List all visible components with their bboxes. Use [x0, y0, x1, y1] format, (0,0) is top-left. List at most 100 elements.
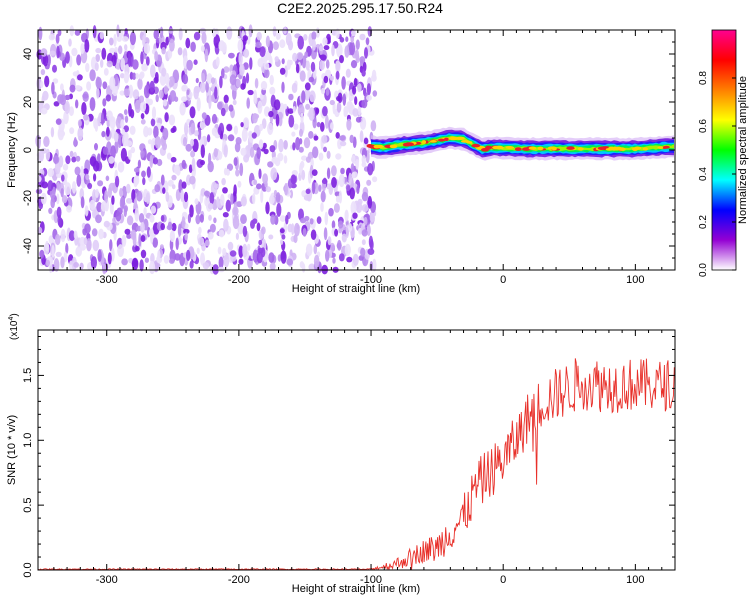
noise-blob [344, 209, 349, 222]
spectrogram-frame [37, 29, 676, 271]
noise-blob [284, 65, 288, 78]
spectrogram-y-tick-label: 40 [22, 48, 34, 60]
noise-blob [92, 25, 97, 39]
noise-blob [295, 137, 301, 151]
noise-blob [211, 82, 215, 93]
noise-blob [149, 154, 153, 168]
noise-blob [146, 166, 151, 178]
noise-blob [110, 247, 115, 262]
noise-blob [75, 99, 79, 109]
noise-blob [194, 198, 199, 205]
noise-blob [140, 249, 147, 259]
noise-blob [309, 164, 314, 179]
noise-blob [93, 173, 97, 182]
noise-blob [291, 131, 296, 137]
noise-blob [229, 250, 237, 257]
noise-blob [174, 96, 179, 102]
noise-blob [346, 118, 352, 131]
noise-blob [160, 223, 165, 231]
noise-blob [299, 70, 306, 82]
noise-blob [335, 70, 340, 80]
noise-blob [341, 76, 346, 90]
noise-blob [326, 150, 331, 159]
noise-blob [193, 86, 199, 100]
noise-blob [293, 222, 300, 237]
noise-blob [189, 260, 194, 269]
noise-blob [129, 31, 136, 46]
noise-blob [39, 249, 45, 259]
noise-blob [345, 184, 351, 192]
noise-blob [279, 67, 286, 75]
noise-blob [164, 72, 170, 86]
noise-blob [87, 182, 93, 190]
noise-blob [295, 63, 300, 74]
noise-blob [213, 217, 217, 224]
spectrogram-x-tick-label: -300 [96, 274, 118, 286]
noise-blob [110, 145, 116, 160]
noise-blob [351, 29, 357, 37]
signal-peak [522, 147, 531, 151]
noise-blob [247, 89, 254, 96]
noise-blob [109, 47, 116, 54]
noise-blob [216, 196, 220, 208]
noise-blob [94, 121, 99, 132]
noise-blob [47, 168, 55, 177]
noise-blob [347, 101, 354, 115]
noise-blob [199, 82, 206, 93]
noise-blob [102, 263, 107, 275]
noise-blob [308, 131, 314, 139]
noise-blob [56, 181, 60, 191]
noise-blob [124, 228, 131, 235]
noise-blob [99, 31, 105, 40]
noise-blob [350, 34, 355, 44]
noise-blob [225, 199, 231, 212]
noise-blob [272, 41, 279, 51]
noise-blob [118, 45, 123, 55]
noise-blob [208, 214, 212, 221]
noise-blob [304, 215, 310, 222]
noise-blob [140, 100, 147, 113]
noise-blob [296, 52, 304, 61]
noise-blob [123, 206, 128, 218]
noise-blob [240, 83, 246, 90]
snr-y-tick-label: 0.5 [22, 497, 34, 512]
noise-blob [137, 159, 141, 169]
noise-blob [213, 183, 220, 189]
noise-blob [169, 79, 173, 88]
noise-blob [82, 91, 89, 102]
noise-blob [160, 215, 165, 222]
colorbar-tick-label: 0.4 [698, 167, 709, 181]
noise-blob [331, 177, 337, 188]
noise-blob [150, 118, 156, 127]
noise-blob [260, 80, 268, 91]
noise-blob [271, 156, 279, 164]
noise-blob [355, 49, 360, 62]
noise-blob [206, 73, 213, 84]
noise-blob [308, 76, 315, 83]
noise-blob [275, 32, 281, 40]
noise-blob [53, 258, 60, 272]
noise-blob [372, 90, 378, 97]
noise-blob [86, 238, 92, 252]
noise-blob [59, 94, 67, 106]
noise-blob [240, 196, 247, 207]
noise-blob [280, 239, 284, 245]
noise-blob [149, 260, 156, 275]
noise-blob [350, 60, 358, 69]
noise-blob [259, 123, 264, 132]
noise-blob [40, 192, 47, 205]
noise-blob [71, 47, 78, 57]
noise-blob [162, 127, 169, 141]
noise-blob [249, 146, 255, 158]
noise-blob [103, 68, 109, 76]
noise-blob [193, 31, 201, 41]
noise-blob [348, 223, 353, 233]
noise-blob [249, 57, 253, 70]
signal-peak [492, 145, 500, 150]
noise-blob [279, 39, 286, 49]
noise-blob [150, 205, 157, 214]
signal-peak [663, 145, 670, 149]
noise-blob [339, 135, 346, 141]
noise-blob [37, 226, 43, 235]
noise-blob [324, 211, 329, 226]
